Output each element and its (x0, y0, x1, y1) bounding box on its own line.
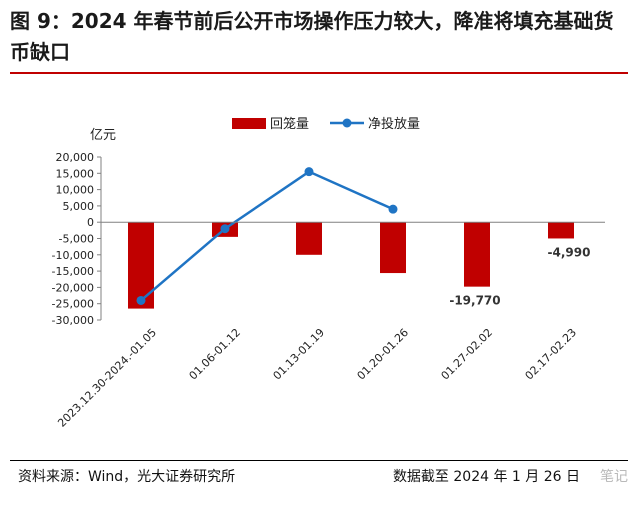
line-path (140, 170, 394, 302)
watermark: 笔记 (600, 469, 628, 485)
footer-divider (10, 460, 628, 461)
y-tick-label: -5,000 (59, 233, 94, 246)
bar-data-label: -4,990 (548, 245, 591, 259)
legend-label-line: 净投放量 (368, 116, 420, 132)
y-axis-label: 亿元 (90, 128, 116, 143)
x-tick-label: 2023.12.30-2024.-01.05 (55, 326, 159, 430)
x-tick-label: 01.20-01.26 (355, 326, 412, 383)
y-tick-label: -15,000 (52, 265, 94, 278)
y-tick-label: 0 (87, 216, 94, 229)
y-tick-label: 10,000 (56, 184, 95, 197)
bar (380, 222, 406, 274)
bar (128, 222, 154, 309)
line-point (304, 167, 314, 177)
y-axis: 20,000 15,000 10,000 5,000 0 -5,000 -10,000 -15… (52, 151, 102, 327)
bar-series (128, 222, 574, 309)
bar (464, 222, 490, 287)
line-point (136, 295, 146, 305)
y-tick-label: -20,000 (52, 281, 94, 294)
y-tick-label: 15,000 (56, 167, 95, 180)
line-point (388, 204, 398, 214)
legend-marker-line (342, 118, 352, 128)
bar (548, 222, 574, 239)
chart-title: 图 9：2024 年春节前后公开市场操作压力较大，降准将填充基础货币缺口 (10, 9, 614, 64)
x-tick-label: 01.13-01.19 (271, 326, 328, 383)
legend-swatch-bar (232, 118, 266, 129)
legend: 回笼量 净投放量 (232, 116, 420, 132)
x-tick-label: 02.17-02.23 (523, 326, 580, 383)
chart: 回笼量 净投放量 亿元 20,000 15,000 10,000 5,000 0 -5,00… (52, 116, 605, 430)
source-note: 资料来源：Wind，光大证券研究所 (18, 469, 236, 485)
bar-data-label: -19,770 (449, 294, 500, 308)
line-series (136, 167, 398, 305)
bar (296, 222, 322, 255)
legend-label-bar: 回笼量 (270, 116, 309, 132)
x-tick-label: 01.27-02.02 (439, 326, 496, 383)
y-tick-label: -30,000 (52, 314, 94, 327)
y-tick-label: -25,000 (52, 298, 94, 311)
data-labels: -19,770 -4,990 (449, 245, 590, 307)
x-tick-label: 01.06-01.12 (187, 326, 244, 383)
date-note: 数据截至 2024 年 1 月 26 日 (392, 469, 580, 485)
line-point (220, 224, 230, 234)
y-tick-label: -10,000 (52, 249, 94, 262)
y-tick-label: 5,000 (63, 200, 95, 213)
title-divider (10, 72, 628, 74)
y-tick-label: 20,000 (56, 151, 95, 164)
